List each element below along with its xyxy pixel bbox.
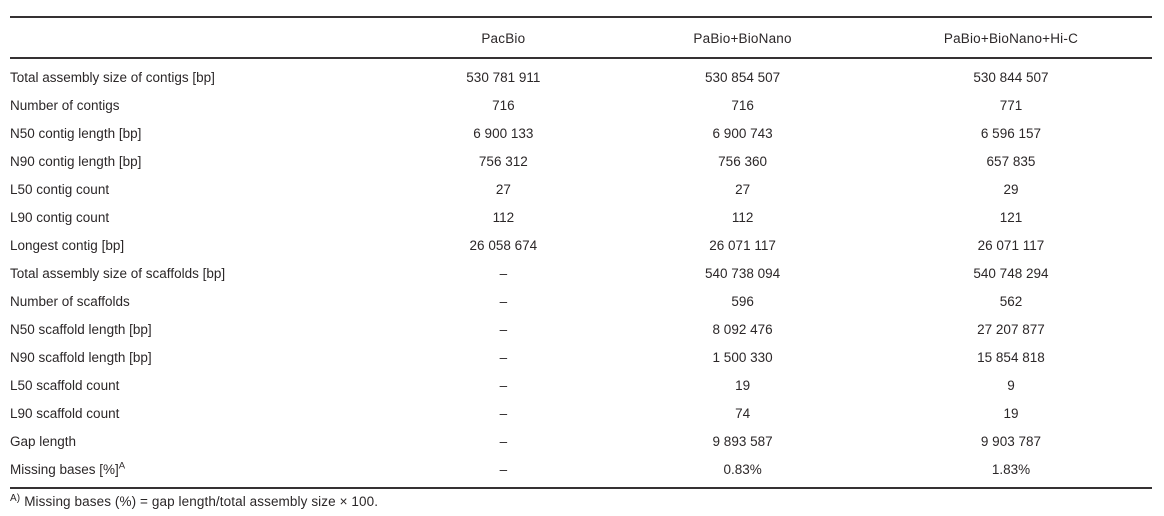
cell-value: 27 [495,182,511,198]
row-label: Number of scaffolds [10,294,130,310]
cell-value: 27 207 877 [977,322,1045,338]
table-row: Total assembly size of scaffolds [bp] – … [10,260,1152,288]
header-row: PacBio PaBio+BioNano PaBio+BioNano+Hi-C [10,17,1152,59]
cell-value: 657 835 [986,154,1036,170]
table-row: L50 scaffold count – 19 9 [10,372,1152,400]
cell-value: 530 781 911 [466,70,541,86]
cell-value: 530 854 507 [705,70,781,86]
row-label: N90 contig length [bp] [10,154,142,170]
cell-value: 716 [492,98,515,114]
table-row: N50 scaffold length [bp] – 8 092 476 27 … [10,316,1152,344]
row-label: Total assembly size of contigs [bp] [10,70,215,86]
footnote-text: Missing bases (%) = gap length/total ass… [24,494,379,509]
cell-value: 1 500 330 [712,350,773,366]
column-header-empty [10,17,392,59]
cell-value: 9 893 587 [712,434,773,450]
table-body: Total assembly size of contigs [bp] 530 … [10,58,1152,489]
table-row: Total assembly size of contigs [bp] 530 … [10,58,1152,92]
cell-value: – [391,456,616,489]
table-row: N90 contig length [bp] 756 312 756 360 6… [10,148,1152,176]
cell-value: – [499,294,508,310]
cell-value: 6 596 157 [980,126,1041,142]
cell-value: 26 071 117 [709,238,776,254]
cell-value: – [499,434,508,450]
cell-value: 121 [999,210,1023,226]
row-label: L90 scaffold count [10,406,120,422]
table-row: N50 contig length [bp] 6 900 133 6 900 7… [10,120,1152,148]
table-row: N90 scaffold length [bp] – 1 500 330 15 … [10,344,1152,372]
cell-value: 9 903 787 [980,434,1041,450]
cell-value: 596 [731,294,754,310]
cell-value: 771 [999,98,1023,114]
row-label: Total assembly size of scaffolds [bp] [10,266,226,282]
cell-value: 27 [735,182,751,198]
cell-value: 562 [999,294,1023,310]
cell-value: 15 854 818 [977,350,1045,366]
table-row: L90 scaffold count – 74 19 [10,400,1152,428]
cell-value: – [499,322,508,338]
cell-value: 19 [735,378,751,394]
assembly-stats-table: PacBio PaBio+BioNano PaBio+BioNano+Hi-C … [10,16,1152,489]
cell-value: – [499,378,508,394]
cell-value: 716 [731,98,754,114]
cell-value: 29 [1003,182,1019,198]
row-label: N50 scaffold length [bp] [10,322,152,338]
table-row: Gap length – 9 893 587 9 903 787 [10,428,1152,456]
row-label: L90 contig count [10,210,110,226]
cell-value: – [499,406,508,422]
cell-value: 6 900 743 [712,126,773,142]
cell-value: 19 [1003,406,1019,422]
cell-value: – [499,350,508,366]
row-label: L50 contig count [10,182,110,198]
cell-value: 1.83% [869,456,1152,489]
cell-value: 0.83% [615,456,870,489]
cell-value: 26 071 117 [977,238,1045,254]
table-row: L90 contig count 112 112 121 [10,204,1152,232]
row-label: Number of contigs [10,98,120,114]
cell-value: 74 [735,406,751,422]
row-label: Longest contig [bp] [10,238,125,254]
row-label: N90 scaffold length [bp] [10,350,152,366]
cell-value: 540 748 294 [973,266,1049,282]
cell-value: 756 312 [478,154,528,170]
cell-value: 756 360 [718,154,767,170]
cell-value: 6 900 133 [473,126,534,142]
table-row: Number of contigs 716 716 771 [10,92,1152,120]
table-row: Longest contig [bp] 26 058 674 26 071 11… [10,232,1152,260]
cell-value: 112 [492,210,515,226]
column-header-pabio-bionano: PaBio+BioNano [615,17,870,59]
row-label: Missing bases [%]A [10,456,392,489]
column-header-pabio-bionano-hic: PaBio+BioNano+Hi-C [869,17,1152,59]
cell-value: 540 738 094 [705,266,781,282]
paper-page: PacBio PaBio+BioNano PaBio+BioNano+Hi-C … [10,16,1152,509]
row-label: Gap length [10,434,77,450]
cell-value: 530 844 507 [973,70,1049,86]
row-label: L50 scaffold count [10,378,120,394]
table-row: Missing bases [%]A – 0.83% 1.83% [10,456,1152,489]
table-row: L50 contig count 27 27 29 [10,176,1152,204]
footnote: A) Missing bases (%) = gap length/total a… [10,492,1152,509]
cell-value: 26 058 674 [469,238,538,254]
footnote-marker: A) [10,492,21,504]
label-superscript: A [118,460,126,472]
column-header-pacbio: PacBio [391,17,616,59]
cell-value: 8 092 476 [712,322,773,338]
row-label: N50 contig length [bp] [10,126,142,142]
cell-value: 9 [1007,378,1015,394]
cell-value: 112 [731,210,754,226]
cell-value: – [499,266,508,282]
table-row: Number of scaffolds – 596 562 [10,288,1152,316]
